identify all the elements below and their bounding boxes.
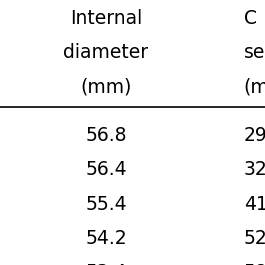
Text: (m: (m — [244, 78, 265, 97]
Text: 52: 52 — [244, 229, 265, 248]
Text: Internal: Internal — [70, 9, 142, 28]
Text: 53.4: 53.4 — [85, 263, 127, 265]
Text: 56.8: 56.8 — [85, 126, 127, 145]
Text: secti: secti — [244, 43, 265, 63]
Text: diameter: diameter — [63, 43, 149, 63]
Text: 54.2: 54.2 — [85, 229, 127, 248]
Text: 58: 58 — [244, 263, 265, 265]
Text: 29: 29 — [244, 126, 265, 145]
Text: 41: 41 — [244, 195, 265, 214]
Text: C: C — [244, 9, 257, 28]
Text: 56.4: 56.4 — [85, 160, 127, 179]
Text: 55.4: 55.4 — [85, 195, 127, 214]
Text: 32: 32 — [244, 160, 265, 179]
Text: (mm): (mm) — [80, 78, 132, 97]
